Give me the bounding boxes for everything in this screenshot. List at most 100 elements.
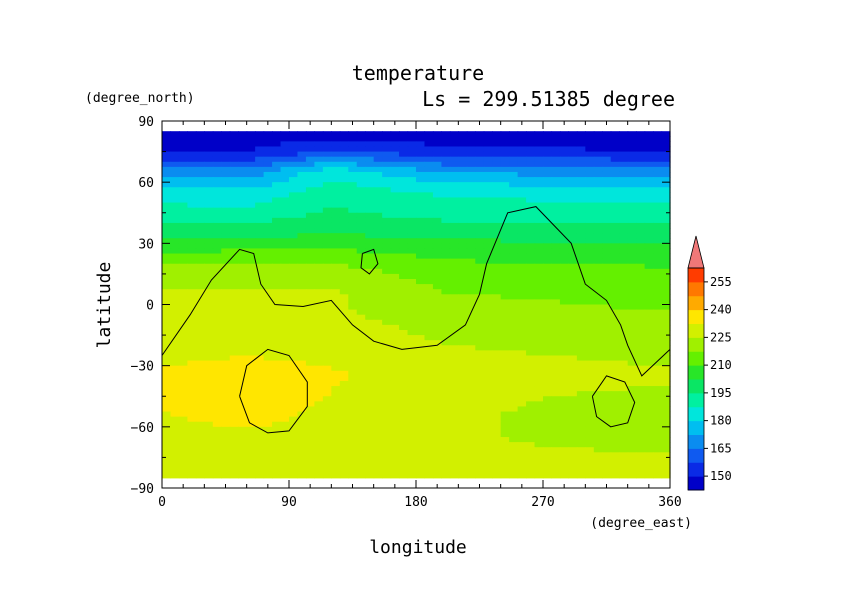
field-cell [432, 217, 442, 224]
field-cell [492, 166, 502, 173]
field-cell [661, 166, 671, 173]
field-cell [432, 452, 442, 459]
field-cell [221, 299, 231, 306]
field-cell [449, 268, 459, 275]
field-cell [636, 391, 646, 397]
field-cell [238, 166, 248, 173]
field-cell [576, 421, 586, 428]
field-cell [238, 350, 248, 357]
field-cell [195, 166, 205, 173]
field-cell [221, 416, 231, 423]
field-cell [204, 442, 214, 448]
field-cell [593, 253, 603, 260]
field-cell [331, 248, 341, 255]
field-cell [500, 350, 510, 357]
field-cell [500, 452, 510, 459]
field-cell [178, 309, 188, 316]
field-cell [314, 319, 324, 326]
field-cell [373, 329, 383, 336]
field-cell [255, 228, 265, 234]
field-cell [509, 452, 519, 459]
field-cell [483, 233, 493, 239]
field-cell [526, 146, 536, 153]
field-cell [195, 350, 205, 357]
field-cell [365, 161, 375, 168]
field-cell [339, 141, 349, 148]
field-cell [246, 406, 256, 413]
field-cell [517, 212, 527, 219]
field-cell [280, 217, 290, 224]
field-cell [229, 202, 239, 209]
field-cell [644, 156, 654, 163]
field-cell [602, 416, 612, 423]
x-tick-label: 0 [158, 495, 166, 510]
field-cell [339, 350, 349, 357]
field-cell [619, 182, 629, 188]
field-cell [416, 212, 426, 219]
field-cell [246, 197, 256, 204]
field-cell [483, 222, 493, 229]
field-cell [432, 472, 442, 479]
field-cell [238, 329, 248, 336]
field-cell [382, 329, 392, 336]
field-cell [568, 136, 578, 142]
field-cell [314, 171, 324, 178]
field-cell [390, 273, 400, 280]
field-cell [416, 335, 426, 341]
field-cell [280, 355, 290, 362]
field-cell [255, 462, 265, 469]
field-cell [407, 279, 417, 285]
field-cell [551, 421, 561, 428]
field-cell [593, 207, 603, 214]
field-cell [458, 177, 468, 183]
field-cell [348, 324, 358, 331]
field-cell [441, 452, 451, 459]
field-cell [526, 151, 536, 158]
field-cell [221, 253, 231, 260]
field-cell [526, 309, 536, 316]
field-cell [331, 156, 341, 163]
field-cell [399, 136, 409, 142]
field-cell [407, 380, 417, 387]
field-cell [348, 472, 358, 479]
field-cell [373, 177, 383, 183]
field-cell [492, 243, 502, 250]
field-cell [483, 131, 493, 137]
field-cell [576, 447, 586, 453]
field-cell [255, 350, 265, 357]
field-cell [593, 238, 603, 244]
field-cell [610, 279, 620, 285]
field-cell [432, 273, 442, 280]
field-cell [255, 457, 265, 464]
field-cell [517, 207, 527, 214]
field-cell [585, 228, 595, 234]
field-cell [195, 447, 205, 453]
field-cell [314, 457, 324, 464]
field-cell [238, 437, 248, 443]
field-cell [238, 365, 248, 372]
field-cell [483, 207, 493, 214]
field-cell [449, 426, 459, 433]
field-cell [399, 437, 409, 443]
field-cell [483, 401, 493, 408]
field-cell [373, 192, 383, 199]
field-cell [322, 360, 332, 367]
field-cell [178, 437, 188, 443]
field-cell [255, 355, 265, 362]
field-cell [644, 375, 654, 382]
field-cell [204, 355, 214, 362]
field-cell [602, 406, 612, 413]
field-cell [178, 222, 188, 229]
field-cell [585, 421, 595, 428]
field-cell [534, 177, 544, 183]
field-cell [559, 340, 569, 346]
field-cell [305, 151, 315, 158]
field-cell [576, 171, 586, 178]
field-cell [390, 355, 400, 362]
field-cell [636, 182, 646, 188]
field-cell [162, 182, 172, 188]
y-tick-label: 30 [138, 237, 154, 252]
field-cell [500, 238, 510, 244]
field-cell [585, 284, 595, 290]
field-cell [526, 304, 536, 311]
